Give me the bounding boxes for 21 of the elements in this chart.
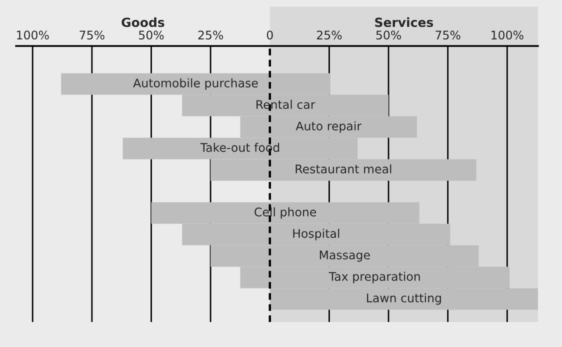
y-tick-label: Tax preparation <box>328 272 420 284</box>
y-tick-label: Automobile purchase <box>133 78 258 90</box>
band-label: Services <box>375 17 434 28</box>
x-tick-label: 50% <box>139 30 164 40</box>
y-tick-label: Massage <box>320 250 370 262</box>
x-tick-label: 100% <box>492 30 524 40</box>
y-tick-label: Restaurant meal <box>296 164 392 174</box>
y-tick-label: Auto repair <box>296 121 362 133</box>
y-tick-label: Lawn cutting <box>367 293 441 305</box>
x-tick-label: 25% <box>198 30 224 40</box>
x-tick-label: 25% <box>316 30 342 40</box>
x-tick-label: 75% <box>436 30 460 40</box>
y-tick-label: Hospital <box>293 228 340 240</box>
x-tick-label: 75% <box>80 30 104 40</box>
y-tick-label: Rental car <box>256 100 316 109</box>
x-tick-label: 100% <box>17 30 49 40</box>
text: Goods <box>122 17 164 28</box>
y-tick-label: Cell phone <box>254 207 316 219</box>
y-tick-label: Take-out food <box>200 142 280 152</box>
x-tick-label: 50% <box>376 30 401 40</box>
x-tick-label: 0 <box>266 30 273 40</box>
